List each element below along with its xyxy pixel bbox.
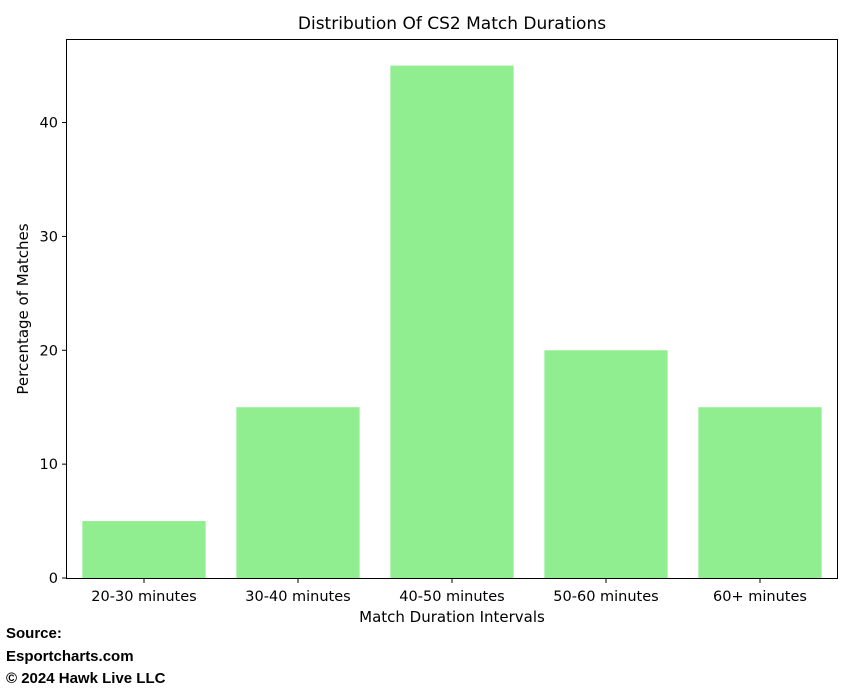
source-label: Source: xyxy=(6,625,62,642)
bar-40-50-minutes xyxy=(390,65,514,579)
y-tick-label: 0 xyxy=(49,571,58,587)
y-tick-label: 20 xyxy=(40,343,58,359)
bar-60-minutes xyxy=(698,407,822,578)
x-tick-label: 40-50 minutes xyxy=(399,589,504,605)
y-tick-label: 40 xyxy=(40,116,58,132)
x-tick-label: 20-30 minutes xyxy=(91,589,196,605)
x-tick-label: 60+ minutes xyxy=(713,589,807,605)
y-tick-label: 30 xyxy=(40,229,58,245)
x-tick-label: 50-60 minutes xyxy=(553,589,658,605)
x-axis-label: Match Duration Intervals xyxy=(359,608,545,626)
bar-30-40-minutes xyxy=(236,407,360,578)
bar-chart: Distribution Of CS2 Match Durations 0 10 2… xyxy=(14,14,838,626)
bar-50-60-minutes xyxy=(544,350,668,578)
y-tick-label: 10 xyxy=(40,457,58,473)
bar-20-30-minutes xyxy=(82,521,206,578)
source-site: Esportcharts.com xyxy=(6,648,134,665)
chart-title: Distribution Of CS2 Match Durations xyxy=(298,14,606,34)
x-tick-label: 30-40 minutes xyxy=(245,589,350,605)
copyright-text: © 2024 Hawk Live LLC xyxy=(6,670,166,687)
y-axis-label: Percentage of Matches xyxy=(14,223,32,394)
